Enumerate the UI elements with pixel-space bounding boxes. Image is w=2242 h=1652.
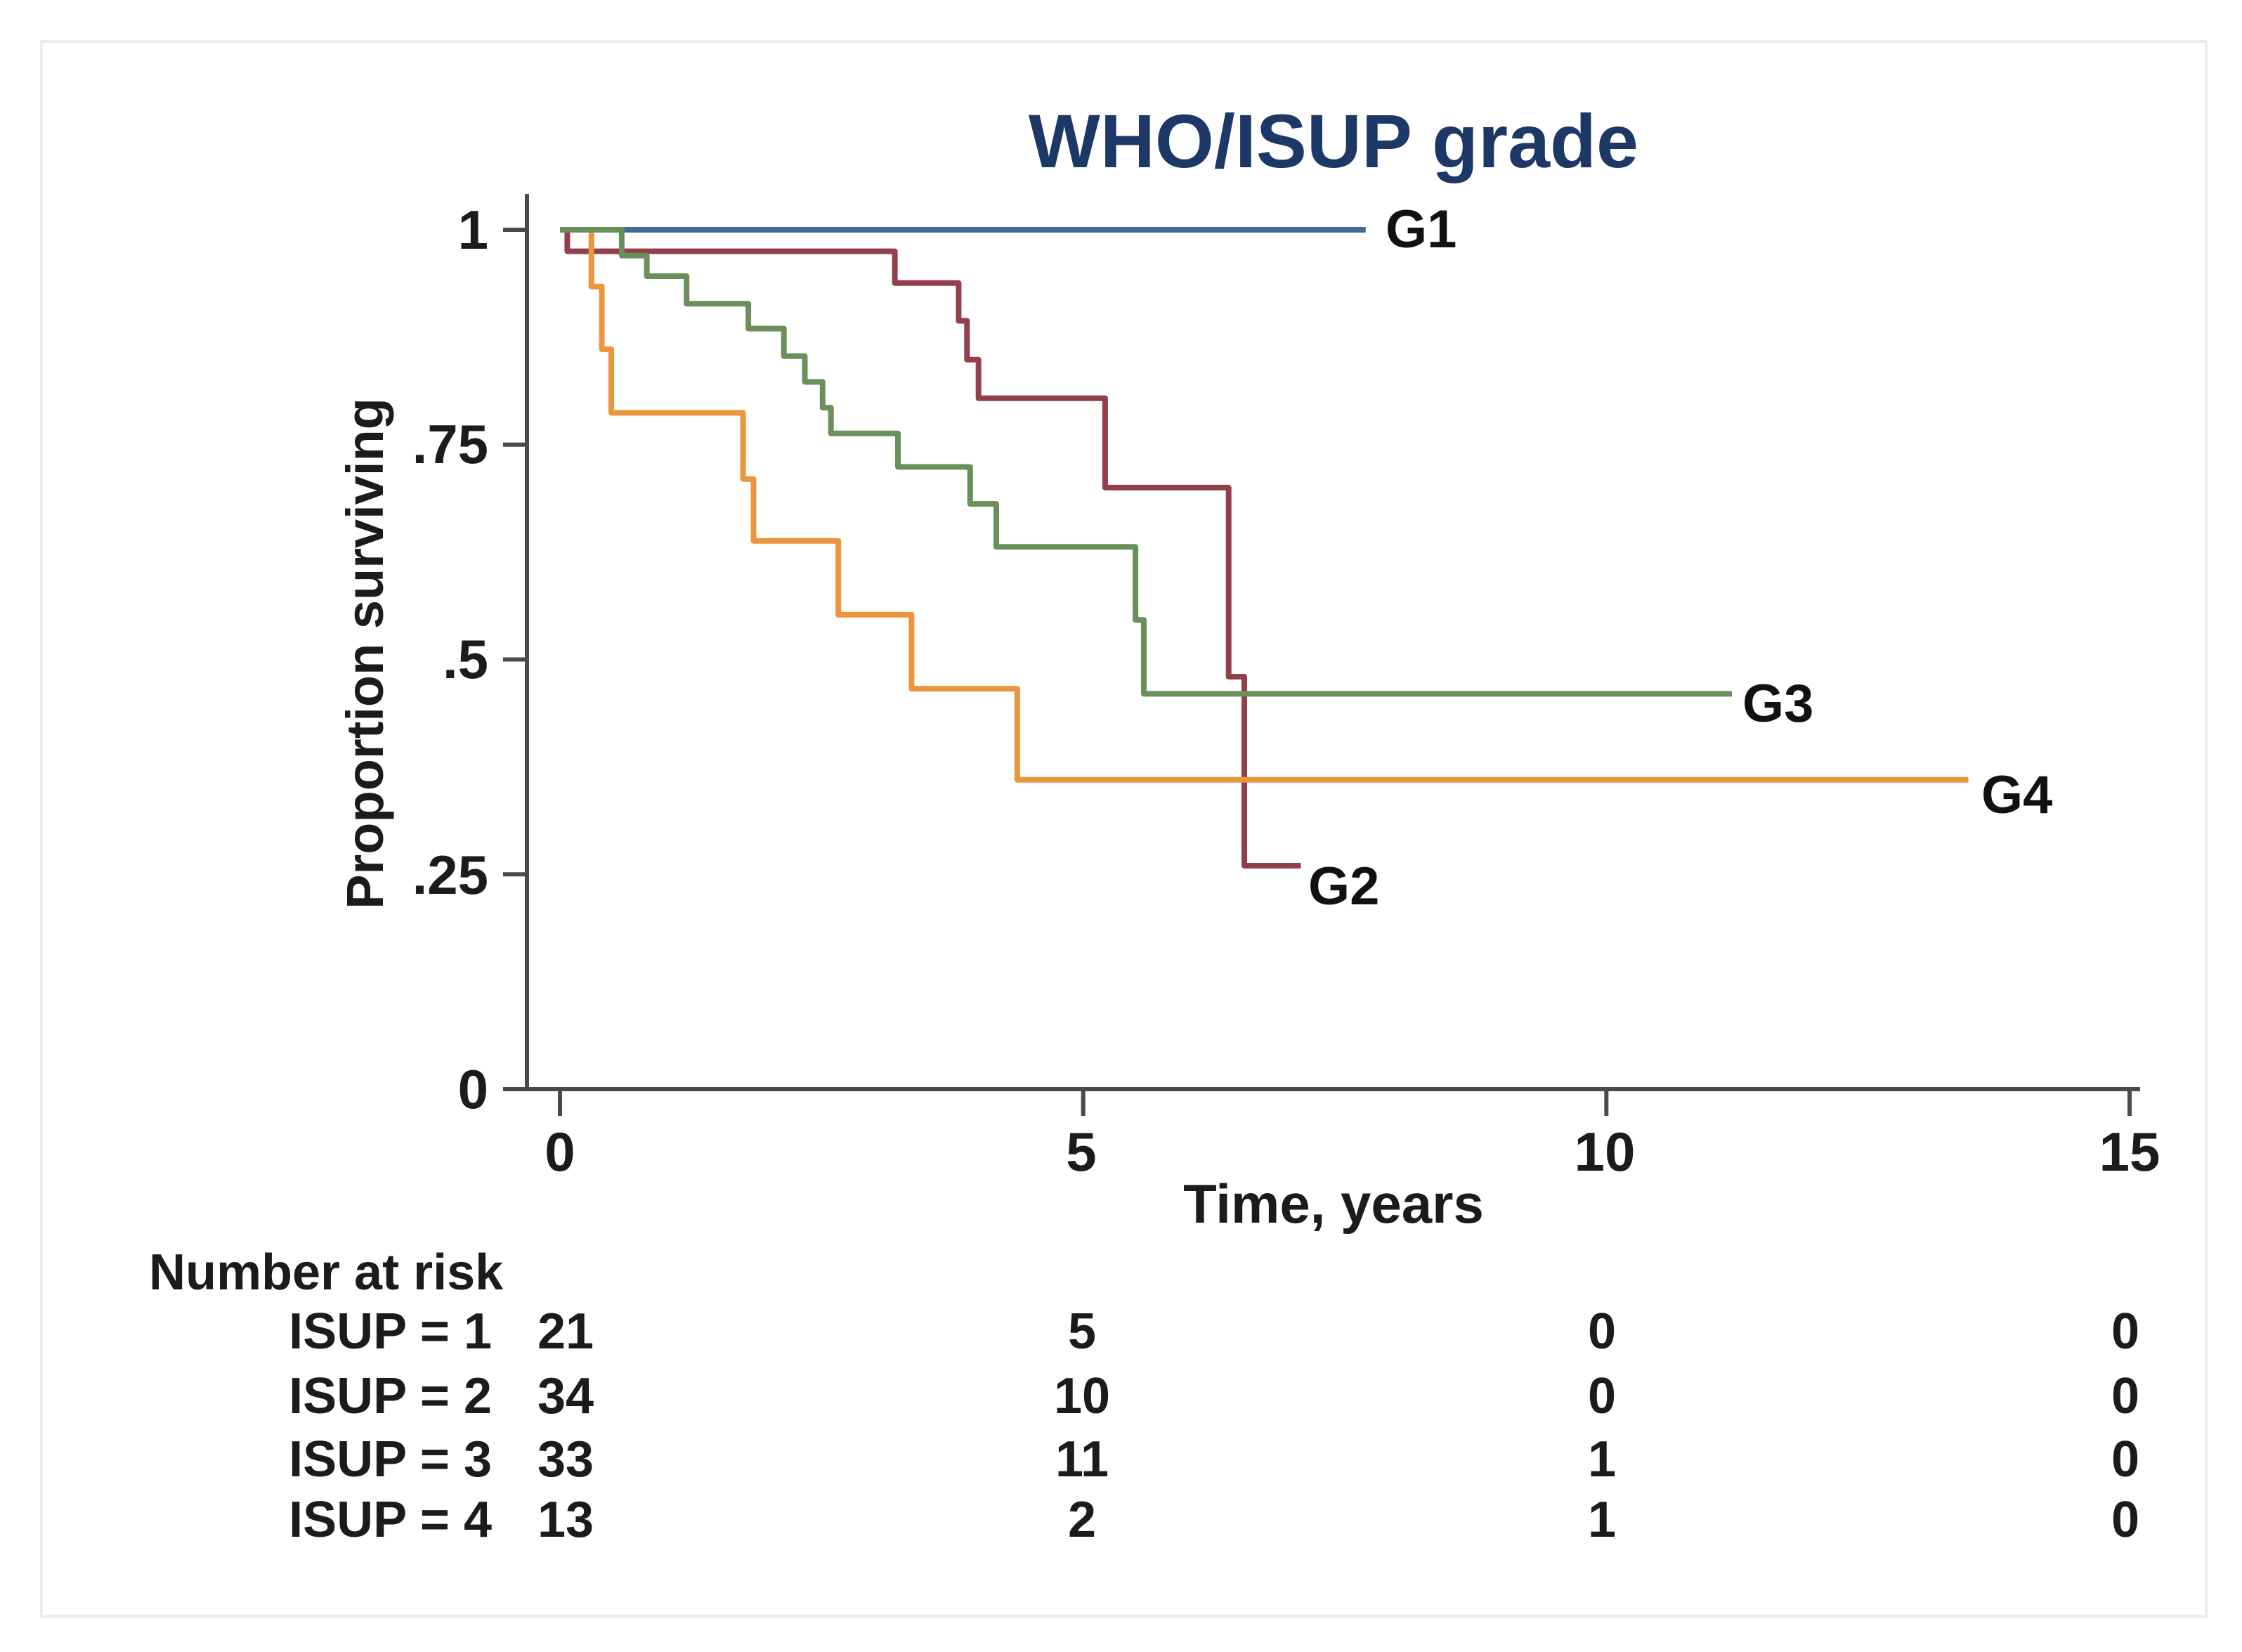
at-risk-row-label: ISUP = 1 [289,1303,492,1360]
figure-frame [40,40,2208,1618]
at-risk-value: 1 [1587,1492,1617,1548]
at-risk-value: 10 [1053,1368,1111,1424]
y-axis-title: Proportion surviving [336,398,394,909]
y-tick-label-0: 0 [457,1058,488,1120]
at-risk-row-label: ISUP = 4 [289,1492,492,1548]
x-tick-label-0: 0 [545,1121,575,1183]
x-tick-label-10: 10 [1574,1121,1636,1183]
at-risk-value: 0 [2111,1431,2140,1488]
series-label-g3: G3 [1742,674,1814,734]
at-risk-value: 5 [1067,1303,1097,1360]
survival-curve-g2 [560,227,1301,869]
series-label-g2: G2 [1308,857,1380,916]
at-risk-header: Number at risk [149,1244,504,1301]
y-tick-label-05: .5 [442,628,488,690]
at-risk-value: 2 [1067,1492,1097,1548]
x-tick-label-5: 5 [1066,1121,1097,1183]
at-risk-value: 13 [537,1492,594,1548]
series-label-g1: G1 [1386,200,1457,259]
at-risk-row-label: ISUP = 3 [289,1431,492,1488]
chart-title: WHO/ISUP grade [1028,98,1639,183]
at-risk-row-label: ISUP = 2 [289,1368,492,1424]
at-risk-value: 11 [1055,1431,1109,1488]
survival-curve-g4 [560,227,1969,783]
y-tick-label-075: .75 [412,413,488,475]
at-risk-value: 0 [1587,1368,1617,1424]
at-risk-value: 34 [537,1368,594,1424]
y-tick-label-1: 1 [457,199,488,261]
x-axis-title: Time, years [1183,1173,1484,1235]
at-risk-value: 1 [1587,1431,1617,1488]
series-label-g4: G4 [1981,765,2053,825]
survival-curve-g3 [560,227,1732,697]
at-risk-value: 33 [537,1431,594,1488]
x-tick-label-15: 15 [2099,1121,2160,1183]
at-risk-value: 0 [2111,1368,2140,1424]
at-risk-value: 0 [2111,1303,2140,1360]
at-risk-value: 0 [2111,1492,2140,1548]
at-risk-value: 21 [537,1303,594,1360]
at-risk-value: 0 [1587,1303,1617,1360]
y-tick-label-025: .25 [412,844,488,906]
